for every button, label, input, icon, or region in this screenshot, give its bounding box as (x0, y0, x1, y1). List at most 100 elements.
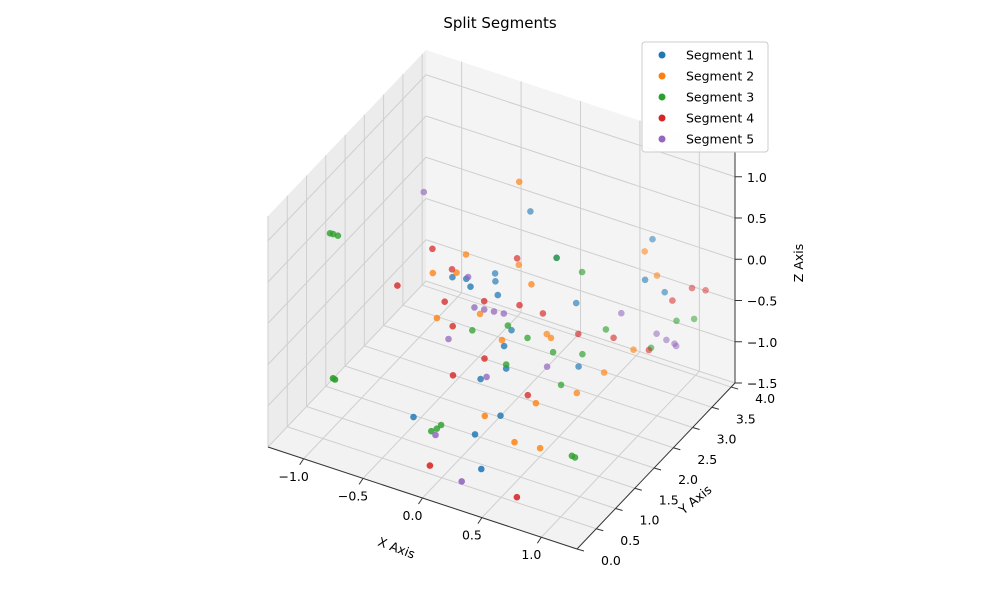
gridline (267, 198, 427, 365)
data-point-segment-1 (494, 291, 502, 299)
data-point-segment-1 (471, 431, 479, 438)
data-point-segment-4 (449, 322, 457, 330)
y-tick-label: 3.0 (717, 432, 737, 447)
data-point-segment-3 (329, 230, 337, 238)
data-point-segment-2 (476, 310, 484, 318)
scatter-points (326, 178, 709, 501)
data-point-segment-5 (483, 373, 490, 381)
data-point-segment-1 (478, 465, 485, 473)
data-point-segment-1 (467, 283, 474, 291)
gridline (425, 239, 736, 343)
data-point-segment-2 (515, 178, 523, 186)
data-point-segment-2 (462, 251, 470, 258)
gridline (267, 156, 427, 324)
data-point-segment-5 (653, 330, 660, 338)
data-point-segment-2 (532, 399, 540, 407)
data-point-segment-1 (491, 270, 499, 277)
gridline (267, 280, 427, 448)
data-point-segment-4 (669, 297, 676, 304)
data-point-segment-3 (469, 327, 476, 334)
data-point-segment-4 (575, 330, 582, 338)
gridline (364, 345, 674, 449)
data-point-segment-2 (536, 444, 544, 452)
legend-marker (658, 51, 666, 59)
gridline (540, 370, 700, 538)
data-point-segment-1 (572, 299, 580, 307)
data-point-segment-4 (688, 284, 696, 292)
x-tick (358, 478, 364, 485)
data-point-segment-5 (432, 431, 439, 439)
data-point-segment-3 (331, 376, 339, 383)
data-point-segment-3 (504, 322, 512, 329)
gridline (267, 115, 427, 283)
data-point-segment-4 (426, 462, 434, 469)
data-point-segment-4 (516, 301, 523, 309)
data-point-segment-4 (441, 298, 449, 306)
gridline (287, 426, 597, 530)
data-point-segment-1 (641, 276, 649, 284)
legend-frame (641, 41, 769, 153)
legend-label: Segment 4 (686, 111, 754, 126)
data-point-segment-3 (428, 427, 435, 435)
y-tick (692, 427, 700, 431)
gridline (425, 74, 736, 178)
data-point-segment-2 (498, 336, 506, 344)
data-point-segment-4 (513, 493, 521, 501)
gridline (481, 351, 641, 518)
data-point-segment-5 (464, 273, 472, 281)
gridline (402, 304, 713, 408)
data-point-segment-2 (653, 272, 661, 279)
x-tick (418, 497, 423, 505)
data-point-segment-5 (618, 309, 625, 317)
y-tick (576, 548, 585, 552)
y-tick (711, 406, 720, 410)
data-point-segment-2 (573, 389, 581, 397)
x-tick (536, 536, 542, 544)
data-point-segment-5 (500, 310, 508, 317)
y-tick-label: 2.0 (678, 472, 698, 487)
data-point-segment-3 (579, 350, 586, 358)
data-point-segment-1 (508, 326, 515, 334)
y-tick (653, 467, 662, 471)
data-point-segment-5 (490, 308, 498, 315)
x-tick-label: 0.0 (403, 508, 423, 523)
legend-marker (658, 114, 666, 122)
data-point-segment-3 (673, 317, 680, 325)
data-point-segment-2 (600, 369, 608, 376)
data-point-segment-4 (481, 355, 488, 362)
y-tick-label: 0.5 (620, 533, 640, 548)
data-point-segment-4 (480, 297, 488, 305)
data-point-segment-5 (420, 188, 428, 196)
z-axis-label: Z Axis (791, 244, 806, 282)
data-point-segment-5 (480, 306, 488, 313)
data-point-segment-1 (575, 363, 582, 370)
legend-label: Segment 1 (686, 48, 754, 63)
x-axis-label: X Axis (376, 534, 417, 562)
data-point-segment-2 (429, 269, 437, 277)
left-pane (268, 50, 426, 447)
gridline (325, 385, 635, 489)
data-point-segment-4 (610, 334, 617, 342)
data-point-segment-2 (543, 330, 551, 338)
x-tick-label: −1.0 (278, 469, 308, 484)
gridline (267, 239, 427, 407)
y-tick-label: 3.5 (736, 411, 756, 426)
data-point-segment-4 (539, 310, 547, 317)
z-tick-label: 0.5 (747, 211, 767, 226)
x-tick-label: 0.5 (462, 528, 482, 543)
data-point-segment-4 (449, 372, 457, 379)
data-point-segment-3 (549, 348, 557, 356)
gridline (425, 156, 736, 260)
data-point-segment-4 (702, 287, 709, 294)
z-tick-label: −0.5 (747, 294, 777, 309)
data-point-segment-4 (524, 391, 532, 399)
x-tick (299, 458, 305, 466)
data-point-segment-2 (547, 334, 555, 342)
x-tick-label: −0.5 (338, 488, 368, 503)
data-point-segment-5 (671, 340, 678, 348)
legend-label: Segment 3 (686, 90, 754, 105)
data-point-segment-1 (527, 208, 534, 215)
gridline (425, 198, 736, 301)
data-point-segment-2 (641, 248, 648, 255)
